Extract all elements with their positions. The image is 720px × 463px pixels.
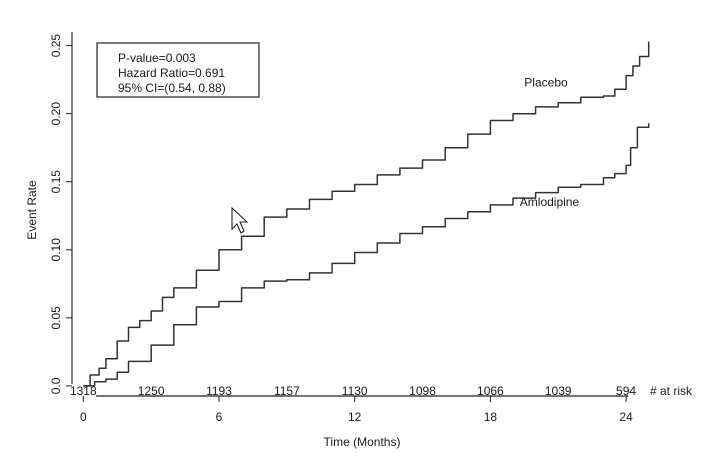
curve-amlodipine: [83, 123, 650, 387]
statistics-box-frame: [96, 42, 260, 98]
at-risk-count: 1098: [409, 384, 436, 398]
x-tick-label: 24: [619, 410, 633, 424]
at-risk-count: 1318: [70, 384, 97, 398]
x-tick-label: 0: [80, 410, 87, 424]
at-risk-row: 1318 1250 1193 1157 1130 1098 1066 1039 594: [70, 384, 636, 398]
x-axis-ticks: 0 6 12 18 24: [80, 396, 633, 424]
curve-placebo: [83, 41, 650, 387]
series-labels: Placebo Amlodipine: [520, 75, 580, 209]
y-axis-ticks: 0.0 0.05 0.10 0.15 0.20 0.25: [49, 34, 72, 394]
series-label-placebo: Placebo: [524, 75, 568, 89]
at-risk-label: # at risk: [650, 384, 693, 398]
at-risk-count: 1039: [545, 384, 572, 398]
y-tick-label: 0.0: [49, 377, 63, 394]
x-axis-label: Time (Months): [324, 435, 401, 449]
at-risk-count: 1130: [342, 384, 368, 398]
y-tick-label: 0.10: [49, 238, 63, 262]
y-tick-label: 0.05: [49, 306, 63, 330]
survival-curves: [83, 41, 650, 387]
x-tick-label: 12: [348, 410, 362, 424]
stat-hazard-ratio: Hazard Ratio=0.691: [118, 66, 225, 80]
mouse-pointer-icon: [231, 206, 249, 234]
at-risk-count: 1157: [274, 384, 300, 398]
y-tick-label: 0.15: [49, 170, 63, 194]
x-tick-label: 18: [484, 410, 498, 424]
at-risk-count: 1250: [138, 384, 165, 398]
at-risk-count: 1193: [206, 384, 232, 398]
x-tick-label: 6: [216, 410, 223, 424]
at-risk-count: 594: [616, 384, 636, 398]
stat-p-value: P-value=0.003: [118, 51, 196, 65]
stat-confidence-interval: 95% CI=(0.54, 0.88): [118, 81, 226, 95]
y-tick-label: 0.25: [49, 34, 63, 58]
y-axis-label: Event Rate: [25, 180, 39, 240]
statistics-box: P-value=0.003 Hazard Ratio=0.691 95% CI=…: [96, 42, 260, 98]
series-label-amlodipine: Amlodipine: [520, 195, 580, 209]
at-risk-count: 1066: [477, 384, 504, 398]
y-tick-label: 0.20: [49, 102, 63, 126]
